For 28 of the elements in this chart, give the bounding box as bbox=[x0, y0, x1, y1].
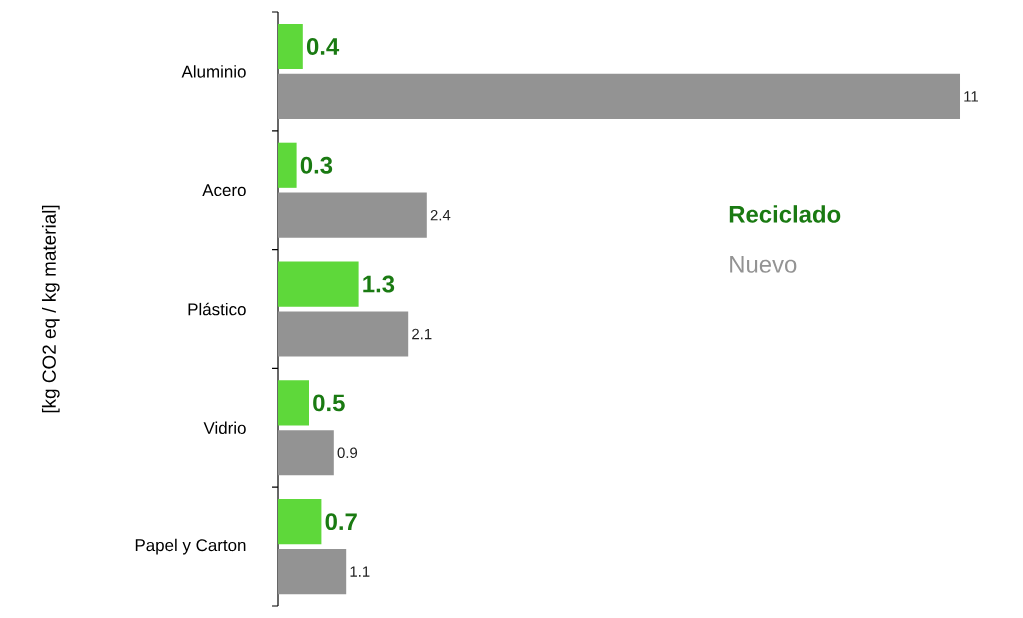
bar bbox=[278, 430, 334, 476]
bar bbox=[278, 311, 409, 357]
bar bbox=[278, 261, 359, 307]
y-tick-label: Aluminio bbox=[181, 65, 246, 78]
data-label: 0.5 bbox=[313, 394, 345, 412]
bar bbox=[278, 192, 427, 238]
bar bbox=[278, 548, 347, 595]
y-tick-label: Papel y Carton bbox=[135, 538, 246, 555]
y-tick-label: Acero bbox=[202, 184, 246, 197]
data-label: 2.4 bbox=[430, 209, 451, 221]
bar bbox=[278, 23, 303, 70]
y-tick-label: Plástico bbox=[188, 302, 246, 316]
y-axis-title: [kg CO2 eq / kg material] bbox=[41, 205, 60, 413]
data-label: 0.4 bbox=[306, 38, 340, 55]
bar bbox=[278, 380, 309, 426]
data-label: 1.3 bbox=[363, 275, 395, 293]
data-label: 2.1 bbox=[412, 328, 432, 340]
y-tick-label: Vidrio bbox=[203, 421, 246, 435]
text: Nuevo bbox=[730, 256, 797, 273]
bar bbox=[278, 73, 961, 119]
data-label: 0.7 bbox=[325, 513, 357, 531]
data-label: 1.1 bbox=[350, 566, 370, 577]
text: Reciclado bbox=[729, 205, 841, 223]
data-label: 11 bbox=[964, 91, 978, 102]
data-label: 0.3 bbox=[300, 156, 333, 174]
bar bbox=[278, 142, 297, 188]
bar bbox=[278, 499, 322, 545]
data-label: 0.9 bbox=[337, 447, 358, 459]
